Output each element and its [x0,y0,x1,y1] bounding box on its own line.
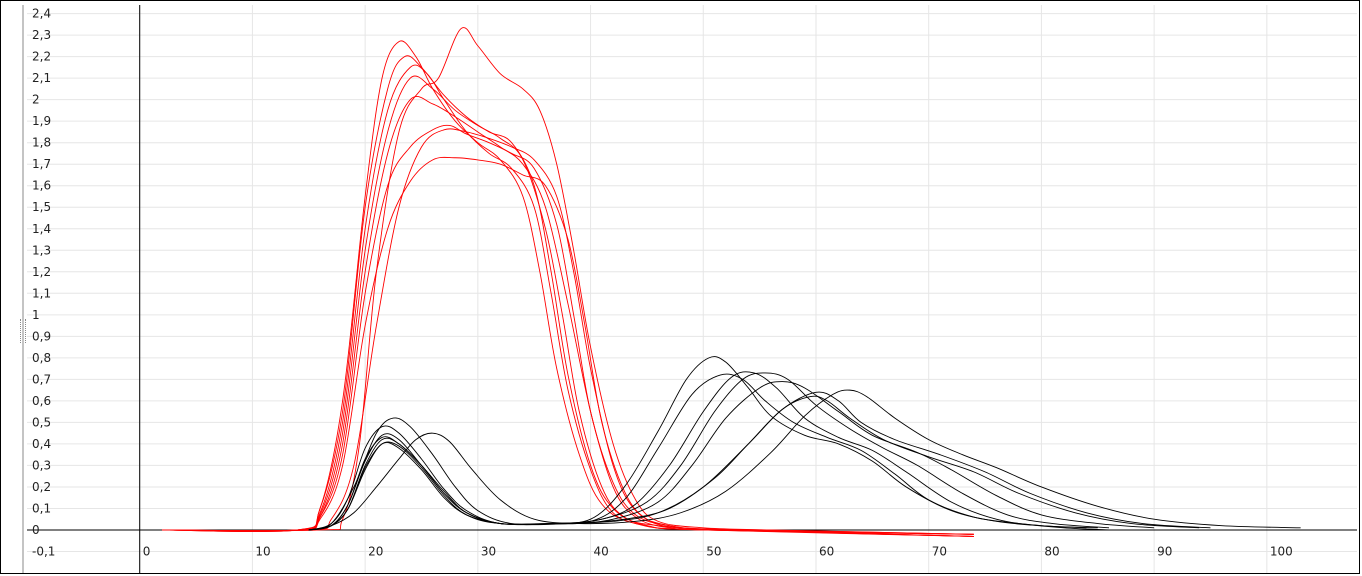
x-tick-label: 0 [143,544,151,558]
y-tick-label: 1,3 [32,243,51,257]
x-tick-label: 50 [706,544,721,558]
y-tick-label: 0,1 [32,501,51,515]
y-tick-label: 2,2 [32,50,51,64]
red-series-line-3 [162,75,974,537]
x-tick-label: 20 [368,544,383,558]
y-tick-label: -0,1 [32,544,55,558]
y-tick-label: 1,6 [32,179,51,193]
black-series-line-9 [308,356,1087,531]
y-tick-label: 2 [32,93,40,107]
red-series-line-8 [162,128,974,537]
y-tick-label: 0,7 [32,372,51,386]
y-tick-label: 2,3 [32,28,51,42]
black-series-line-13 [308,381,1155,531]
x-tick-label: 70 [932,544,947,558]
x-tick-label: 90 [1157,544,1172,558]
y-tick-label: 0,5 [32,415,51,429]
red-series-line-2 [162,64,974,535]
y-tick-label: 1,4 [32,222,51,236]
x-tick-label: 40 [594,544,609,558]
y-tick-label: 0,2 [32,480,51,494]
black-series-line-10 [308,373,1110,531]
black-series-line-12 [308,372,1110,531]
x-tick-label: 30 [481,544,496,558]
y-tick-label: 1,8 [32,136,51,150]
y-tick-label: 1 [32,308,40,322]
red-series-line-5 [162,124,974,537]
red-series-line-4 [162,96,974,535]
red-series-line-1 [162,55,974,537]
y-tick-label: 2,1 [32,71,51,85]
black-series-line-16 [308,391,1211,531]
y-tick-label: 0 [32,523,40,537]
y-tick-label: 0,8 [32,351,51,365]
black-series-line-15 [308,389,1301,531]
grid [27,5,1357,573]
tick-labels: -0,1 0 0,1 0,2 0,3 0,4 0,5 0,6 0,7 0,8 0,9 1 1,1 1,2 1… [32,7,1293,559]
black-series-line-11 [308,371,1098,531]
y-tick-label: 0,6 [32,394,51,408]
y-tick-label: 1,9 [32,114,51,128]
y-tick-label: 2,4 [32,7,51,21]
series-lines [162,27,1301,537]
y-tick-label: 1,1 [32,286,51,300]
x-tick-label: 60 [819,544,834,558]
x-tick-label: 80 [1044,544,1059,558]
y-tick-label: 0,4 [32,437,51,451]
y-tick-label: 1,7 [32,157,51,171]
axes [22,5,1357,573]
y-tick-label: 1,5 [32,200,51,214]
y-tick-label: 1,2 [32,265,51,279]
x-tick-label: 100 [1270,544,1293,558]
red-series-line-0 [162,40,974,535]
x-tick-label: 10 [255,544,270,558]
black-series-line-14 [308,395,1200,531]
resize-grip-handle[interactable] [20,319,26,343]
y-tick-label: 0,3 [32,458,51,472]
y-tick-label: 0,9 [32,329,51,343]
